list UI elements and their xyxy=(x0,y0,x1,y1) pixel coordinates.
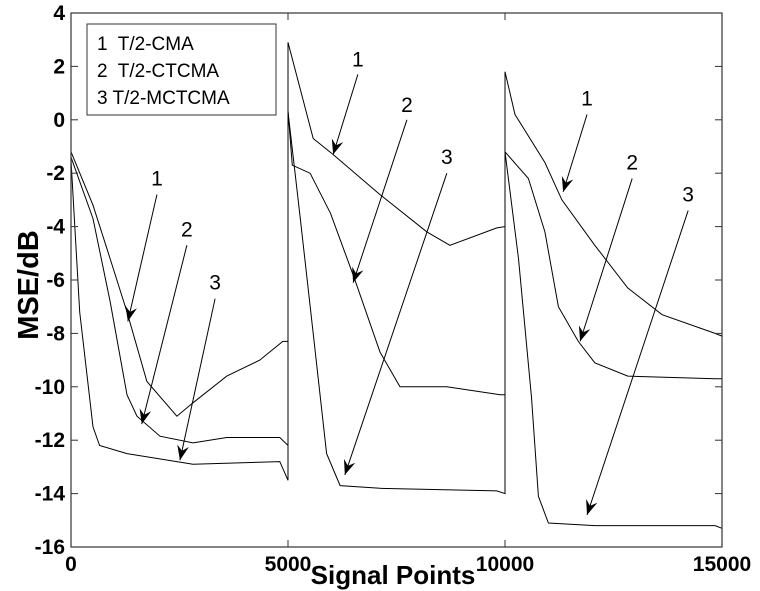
annotation-arrow: 3 xyxy=(343,146,453,476)
arrow-shaft xyxy=(352,119,408,283)
arrow-head-icon xyxy=(343,458,356,475)
arrow-shaft xyxy=(141,245,188,425)
annotation-arrow: 1 xyxy=(561,87,593,193)
annotation-arrow: 2 xyxy=(578,152,638,342)
annotation-label: 1 xyxy=(581,87,593,110)
series-line-2 xyxy=(70,110,722,447)
series-line-3 xyxy=(70,111,723,529)
y-tick-label: -12 xyxy=(35,429,65,452)
annotation-arrow: 2 xyxy=(352,94,413,283)
annotation-arrow: 1 xyxy=(331,49,364,155)
y-tick-label: -2 xyxy=(46,162,65,185)
x-tick-label: 5000 xyxy=(265,553,312,576)
legend-box xyxy=(86,23,277,116)
arrow-head-icon xyxy=(586,498,598,515)
annotation-arrow: 3 xyxy=(586,184,694,516)
legend-entry-2: 2 T/2-CTCMA xyxy=(97,61,219,82)
arrow-shaft xyxy=(344,173,448,476)
y-tick-label: -10 xyxy=(35,376,65,399)
series-line-1 xyxy=(70,42,723,417)
arrow-head-icon xyxy=(352,266,364,283)
annotation-arrow: 3 xyxy=(177,272,221,461)
annotation-arrow: 2 xyxy=(139,218,193,425)
annotation-label: 3 xyxy=(441,146,453,169)
x-tick-label: 0 xyxy=(65,553,77,576)
arrow-head-icon xyxy=(139,408,152,425)
arrow-head-icon xyxy=(125,305,137,322)
y-tick-label: -14 xyxy=(35,483,66,506)
annotation-label: 3 xyxy=(682,184,694,207)
x-tick-label: 10000 xyxy=(476,553,534,576)
arrow-shaft xyxy=(179,298,216,461)
y-tick-label: 0 xyxy=(53,109,65,132)
annotation-label: 3 xyxy=(209,272,221,295)
y-axis-title: MSE/dB xyxy=(13,230,45,340)
arrow-head-icon xyxy=(177,444,189,461)
arrow-head-icon xyxy=(561,175,574,192)
x-tick-label: 15000 xyxy=(693,553,751,576)
y-tick-label: 4 xyxy=(53,2,65,25)
legend-entry-3: 3 T/2-MCTCMA xyxy=(97,88,230,109)
legend-entry-1: 1 T/2-CMA xyxy=(97,34,194,55)
annotation-label: 2 xyxy=(181,218,193,241)
annotation-arrow: 1 xyxy=(125,168,163,322)
annotation-label: 2 xyxy=(401,94,413,117)
y-tick-label: 2 xyxy=(53,55,65,78)
legend: 1 T/2-CMA 2 T/2-CTCMA 3 T/2-MCTCMA xyxy=(86,23,277,116)
x-axis-title: Signal Points xyxy=(311,560,476,590)
arrow-shaft xyxy=(127,194,158,322)
annotation-label: 1 xyxy=(151,168,163,191)
y-tick-label: -6 xyxy=(46,269,65,292)
annotation-label: 2 xyxy=(626,152,638,175)
arrow-shaft xyxy=(562,114,588,193)
arrow-shaft xyxy=(579,178,633,342)
arrow-head-icon xyxy=(578,325,591,342)
arrow-shaft xyxy=(586,210,689,516)
y-tick-label: -8 xyxy=(46,322,65,345)
y-tick-label: -4 xyxy=(46,216,65,239)
y-tick-label: -16 xyxy=(35,536,65,559)
arrow-shaft xyxy=(332,74,359,155)
annotation-layer: 1 2 3 1 2 3 1 2 3 xyxy=(125,49,694,516)
tick-layer: 0 5000 10000 15000 4 2 0 -2 -4 -6 -8 -10 -12 -14 -16 xyxy=(35,2,752,576)
annotation-label: 1 xyxy=(352,49,364,72)
arrow-head-icon xyxy=(331,138,344,155)
